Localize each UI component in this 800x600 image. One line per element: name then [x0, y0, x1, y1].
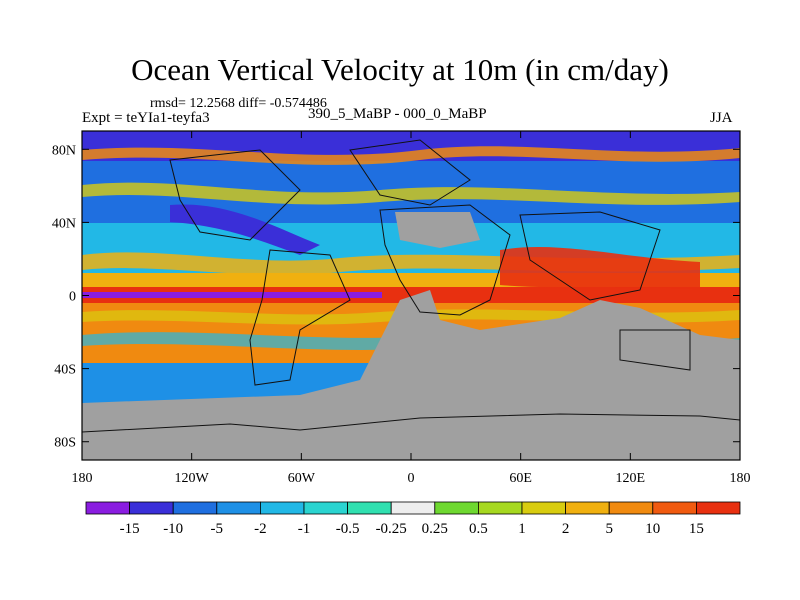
season-label: JJA: [710, 110, 733, 126]
colorbar-swatch: [259, 501, 305, 515]
y-tick-label: 80N: [52, 143, 76, 158]
x-tick-label: 180: [72, 471, 93, 486]
colorbar-label: -2: [254, 521, 267, 537]
colorbar-swatch: [390, 501, 436, 515]
colorbar-swatch: [652, 501, 697, 515]
colorbar-label: -0.5: [336, 521, 360, 537]
land-northern-block: [395, 212, 480, 248]
coastline: [349, 139, 471, 206]
x-tick-label: 0: [408, 471, 415, 486]
colorbar-label: 5: [605, 521, 613, 537]
colorbar-label: 15: [689, 521, 704, 537]
colorbar-label: 10: [645, 521, 660, 537]
period-label: 390_5_MaBP - 000_0_MaBP: [308, 106, 487, 122]
colorbar-label: -15: [120, 521, 140, 537]
land-southern-continent: [82, 290, 740, 460]
colorbar-label: 0.5: [469, 521, 488, 537]
colorbar-swatch: [85, 501, 130, 515]
colorbar-label: 2: [562, 521, 570, 537]
x-tick-label: 60W: [288, 471, 316, 486]
streak-purple-north: [170, 204, 320, 255]
colorbar-swatch: [565, 501, 610, 515]
band-equator: [82, 287, 740, 303]
colorbar-swatch: [347, 501, 392, 515]
streak-yellow-north: [82, 182, 740, 205]
colorbar-swatch: [477, 501, 523, 515]
coastline: [169, 149, 301, 241]
colorbar-swatch: [172, 501, 218, 515]
x-tick-label: 120E: [616, 471, 646, 486]
colorbar-swatch: [129, 501, 174, 515]
colorbar-swatch: [434, 501, 479, 515]
y-tick-label: 80S: [54, 436, 76, 451]
axes: 180 120W 60W 0 60E 120E 180 80N 40N 0 40S 80S: [52, 131, 751, 486]
chart-title: Ocean Vertical Velocity at 10m (in cm/da…: [131, 52, 669, 87]
colorbar-label: -5: [211, 521, 224, 537]
velocity-field: [82, 131, 740, 460]
streak-orange-north: [82, 146, 740, 165]
land-south-west: [82, 404, 180, 438]
x-tick-label: 180: [730, 471, 751, 486]
colorbar-swatch: [696, 501, 741, 515]
colorbar-swatch: [216, 501, 261, 515]
colorbar: -15 -10 -5 -2 -1 -0.5 -0.25 0.25 0.5 1 2 5 10 15: [85, 501, 741, 537]
colorbar-swatch: [521, 501, 566, 515]
y-tick-label: 40N: [52, 216, 76, 231]
band-equator-core: [82, 292, 382, 298]
coastline: [379, 204, 511, 316]
streak-red-east: [500, 247, 700, 290]
colorbar-swatch: [608, 501, 654, 515]
colorbar-label: 0.25: [422, 521, 448, 537]
colorbar-swatch: [303, 501, 348, 515]
colorbar-label: -0.25: [376, 521, 407, 537]
y-tick-label: 40S: [54, 363, 76, 378]
coastline: [82, 413, 740, 433]
coastline: [519, 211, 661, 301]
stats-text: rmsd= 12.2568 diff= -0.574486: [150, 96, 327, 111]
x-tick-label: 120W: [175, 471, 210, 486]
y-tick-label: 0: [69, 290, 76, 305]
colorbar-label: 1: [518, 521, 526, 537]
colorbar-label: -10: [163, 521, 183, 537]
coastline: [249, 249, 351, 386]
x-tick-label: 60E: [509, 471, 532, 486]
colorbar-label: -1: [298, 521, 311, 537]
experiment-label: Expt = teYIa1-teyfa3: [82, 110, 210, 126]
coastline: [619, 329, 691, 371]
